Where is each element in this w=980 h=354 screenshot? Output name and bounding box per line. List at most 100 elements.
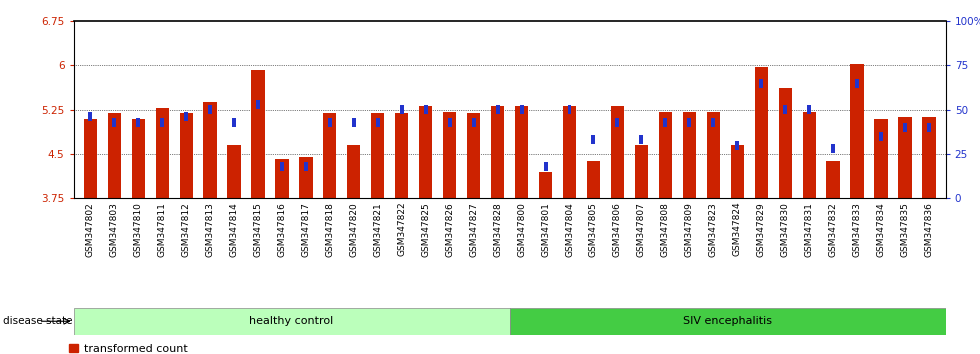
Bar <box>635 145 648 198</box>
Bar <box>156 108 169 198</box>
Text: GSM347821: GSM347821 <box>373 202 382 257</box>
Bar <box>615 118 619 127</box>
Bar <box>587 161 600 198</box>
Bar <box>659 112 672 198</box>
Bar <box>731 145 744 198</box>
Text: GSM347806: GSM347806 <box>612 202 622 257</box>
Bar <box>683 112 696 198</box>
Bar <box>323 113 336 198</box>
Bar <box>113 118 117 127</box>
Bar <box>592 135 596 144</box>
Bar <box>347 145 361 198</box>
Text: GSM347808: GSM347808 <box>661 202 670 257</box>
Bar <box>711 118 715 127</box>
Text: GSM347816: GSM347816 <box>277 202 286 257</box>
Bar <box>232 118 236 127</box>
Text: GSM347803: GSM347803 <box>110 202 119 257</box>
Bar <box>783 105 787 114</box>
Bar <box>371 113 384 198</box>
Text: GSM347810: GSM347810 <box>133 202 143 257</box>
Bar <box>419 105 432 198</box>
Text: GSM347826: GSM347826 <box>445 202 454 257</box>
Text: GSM347801: GSM347801 <box>541 202 550 257</box>
Text: GSM347813: GSM347813 <box>206 202 215 257</box>
Bar <box>280 162 284 171</box>
Text: healthy control: healthy control <box>250 316 333 326</box>
Text: GSM347809: GSM347809 <box>685 202 694 257</box>
Bar <box>760 79 763 88</box>
Bar <box>831 144 835 153</box>
Bar <box>927 123 931 132</box>
Text: GSM347818: GSM347818 <box>325 202 334 257</box>
Bar <box>808 105 811 114</box>
Bar <box>903 123 906 132</box>
Bar <box>663 118 667 127</box>
Bar <box>707 112 720 198</box>
Bar <box>227 145 241 198</box>
Bar <box>204 102 217 198</box>
Text: GSM347820: GSM347820 <box>349 202 359 257</box>
Text: GSM347825: GSM347825 <box>421 202 430 257</box>
Text: GSM347830: GSM347830 <box>781 202 790 257</box>
Text: GSM347829: GSM347829 <box>757 202 765 257</box>
Bar <box>687 118 691 127</box>
Bar <box>778 88 792 198</box>
Bar <box>304 162 308 171</box>
Text: GSM347822: GSM347822 <box>397 202 407 256</box>
Text: GSM347835: GSM347835 <box>901 202 909 257</box>
Bar <box>563 105 576 198</box>
Bar <box>467 113 480 198</box>
Bar <box>826 161 840 198</box>
Bar <box>423 105 427 114</box>
Text: GSM347812: GSM347812 <box>181 202 191 257</box>
Bar <box>879 132 883 141</box>
Bar <box>539 172 552 198</box>
Bar <box>376 118 380 127</box>
Bar <box>275 159 288 198</box>
Bar <box>208 105 212 114</box>
Text: GSM347814: GSM347814 <box>229 202 238 257</box>
Text: GSM347836: GSM347836 <box>924 202 933 257</box>
Text: disease state: disease state <box>3 316 73 326</box>
Bar <box>851 64 863 198</box>
Bar <box>184 113 188 121</box>
Bar <box>88 113 92 121</box>
Text: GSM347831: GSM347831 <box>805 202 813 257</box>
Bar <box>395 113 409 198</box>
Bar <box>252 70 265 198</box>
Bar <box>136 118 140 127</box>
Text: SIV encephalitis: SIV encephalitis <box>683 316 772 326</box>
Bar <box>639 135 643 144</box>
Bar <box>755 67 767 198</box>
Text: GSM347802: GSM347802 <box>86 202 95 257</box>
Bar <box>83 119 97 198</box>
Bar <box>108 113 121 198</box>
Bar <box>131 119 145 198</box>
Text: GSM347834: GSM347834 <box>876 202 886 257</box>
Text: GSM347828: GSM347828 <box>493 202 502 257</box>
Bar <box>448 118 452 127</box>
Bar <box>400 105 404 114</box>
Text: GSM347804: GSM347804 <box>565 202 574 257</box>
Text: GSM347805: GSM347805 <box>589 202 598 257</box>
Text: GSM347832: GSM347832 <box>828 202 838 257</box>
Bar <box>443 112 457 198</box>
Bar <box>299 157 313 198</box>
Text: GSM347800: GSM347800 <box>517 202 526 257</box>
Bar <box>922 118 936 198</box>
Bar <box>735 141 739 149</box>
Text: GSM347807: GSM347807 <box>637 202 646 257</box>
Bar <box>544 162 548 171</box>
Text: GSM347817: GSM347817 <box>302 202 311 257</box>
Bar <box>352 118 356 127</box>
Bar <box>515 105 528 198</box>
Bar <box>256 100 260 109</box>
Bar <box>160 118 164 127</box>
Bar <box>899 118 911 198</box>
Text: GSM347827: GSM347827 <box>469 202 478 257</box>
Legend: transformed count, percentile rank within the sample: transformed count, percentile rank withi… <box>70 344 271 354</box>
Bar <box>874 119 888 198</box>
Bar <box>510 308 946 335</box>
Bar <box>496 105 500 114</box>
Bar <box>328 118 332 127</box>
